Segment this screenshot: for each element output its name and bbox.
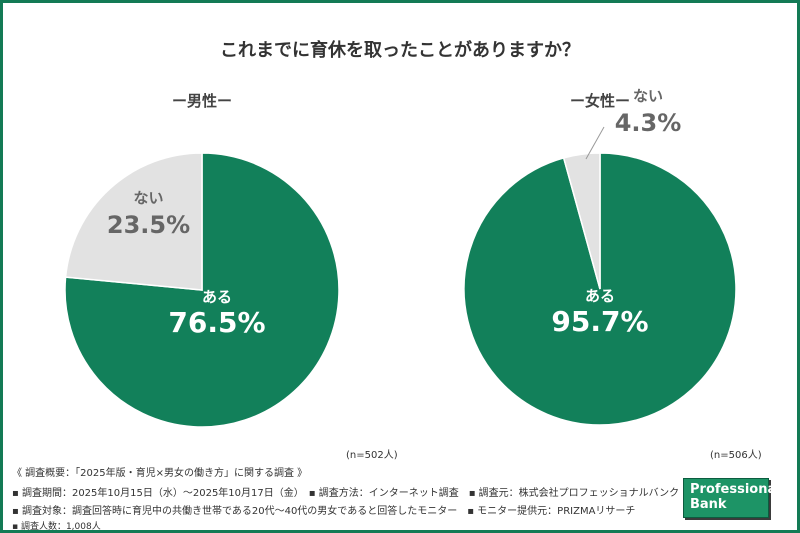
pie-slice-nai xyxy=(64,152,203,291)
chart-title: これまでに育休を取ったことがありますか？ xyxy=(220,40,580,61)
footer-survey-target: ▪ 調査対象：調査回答時に育児中の共働き世帯である20代～40代の男女であると回… xyxy=(12,506,636,517)
leader-line xyxy=(585,126,605,160)
slice-label: ある xyxy=(202,288,232,306)
slice-label: ない xyxy=(633,87,663,105)
slice-label: ある xyxy=(585,287,615,305)
slice-label: ない xyxy=(134,189,164,207)
male-sample-size: (n=502人) xyxy=(346,450,398,461)
slice-value-label: 4.3% xyxy=(615,109,682,137)
logo-text-2: Bank xyxy=(690,497,727,512)
slice-value-label: 95.7% xyxy=(551,305,648,338)
slice-value-label: 23.5% xyxy=(107,211,190,239)
pie-slice-nai xyxy=(562,152,601,290)
female-sample-size: (n=506人) xyxy=(710,450,762,461)
slice-value-label: 76.5% xyxy=(168,306,265,339)
footer-survey-count: ▪ 調査人数：1,008人 xyxy=(12,522,101,532)
logo-text-1: Professional xyxy=(690,482,781,497)
footer-survey-period: ▪ 調査期間：2025年10月15日（水）～2025年10月17日（金） ▪ 調… xyxy=(12,488,680,499)
male-subtitle: ー男性ー xyxy=(171,92,232,110)
professional-bank-logo: Professional Bank xyxy=(683,478,781,518)
female-subtitle: ー女性ー xyxy=(569,92,630,110)
footer-survey-title: 《 調査概要：「2025年版・育児×男女の働き方」に関する調査 》 xyxy=(12,468,308,479)
